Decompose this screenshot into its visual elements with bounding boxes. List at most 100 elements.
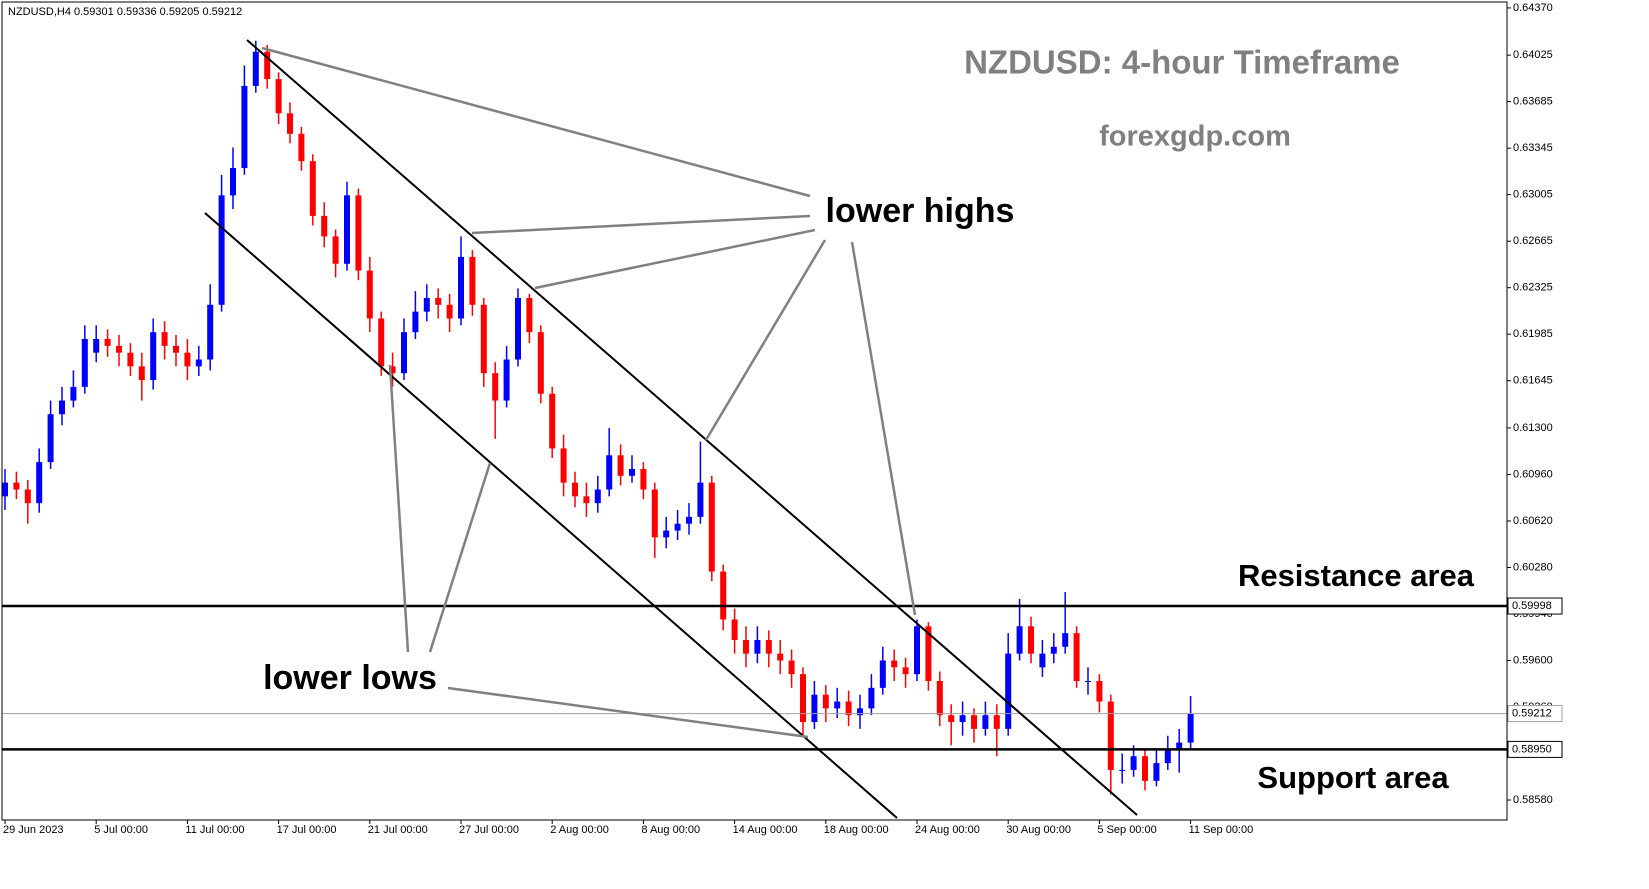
candle-body bbox=[629, 468, 635, 476]
level-label: 0.59212 bbox=[1512, 707, 1552, 719]
candle-body bbox=[1016, 626, 1023, 654]
candle-body bbox=[834, 701, 841, 709]
chart-title: NZDUSD: 4-hour Timeframe bbox=[964, 44, 1400, 81]
candle-body bbox=[1005, 653, 1012, 729]
x-tick-label: 27 Jul 00:00 bbox=[459, 824, 519, 836]
candle-body bbox=[24, 489, 31, 504]
y-tick-label: 0.60960 bbox=[1513, 468, 1553, 480]
candle-body bbox=[982, 715, 989, 729]
candle-body bbox=[241, 85, 248, 168]
candle-body bbox=[264, 51, 271, 80]
candle-body bbox=[1085, 681, 1091, 683]
candle-body bbox=[788, 660, 795, 675]
candle-body bbox=[503, 359, 510, 401]
plot-layer bbox=[2, 40, 1507, 795]
annotation: lower lows bbox=[263, 659, 437, 697]
candle-body bbox=[480, 304, 487, 374]
candle-body bbox=[1050, 646, 1057, 654]
pointer bbox=[471, 214, 811, 235]
candle-body bbox=[914, 626, 920, 675]
candle-body bbox=[936, 681, 943, 716]
y-tick-label: 0.61300 bbox=[1513, 422, 1553, 434]
candle-body bbox=[594, 489, 601, 504]
candle-body bbox=[891, 660, 898, 668]
candle-body bbox=[47, 414, 54, 463]
candle-body bbox=[526, 297, 533, 333]
candle-body bbox=[1187, 713, 1194, 743]
candle-body bbox=[708, 482, 715, 572]
x-tick-label: 24 Aug 00:00 bbox=[915, 824, 980, 836]
annotation: Support area bbox=[1257, 760, 1449, 795]
candle-body bbox=[332, 236, 339, 264]
candle-body bbox=[686, 516, 692, 524]
candle-body bbox=[93, 338, 100, 353]
candle-body bbox=[948, 715, 955, 723]
candle-body bbox=[743, 639, 749, 654]
y-tick-label: 0.58580 bbox=[1513, 794, 1553, 806]
candle-body bbox=[606, 455, 613, 490]
candle-body bbox=[1142, 756, 1148, 781]
candle-body bbox=[800, 674, 806, 723]
candle-body bbox=[59, 400, 65, 415]
level-label: 0.58950 bbox=[1512, 743, 1552, 755]
x-tick-label: 2 Aug 00:00 bbox=[550, 824, 609, 836]
candle-body bbox=[1028, 626, 1034, 654]
candle-body bbox=[435, 297, 442, 305]
candle-body bbox=[549, 393, 556, 449]
candle-body bbox=[104, 338, 111, 346]
candle-body bbox=[355, 195, 362, 271]
candle-body bbox=[1153, 763, 1160, 781]
x-tick-label: 30 Aug 00:00 bbox=[1006, 824, 1071, 836]
x-tick-label: 11 Sep 00:00 bbox=[1189, 824, 1254, 836]
candle-body bbox=[275, 79, 282, 114]
candle-body bbox=[765, 639, 772, 654]
candle-body bbox=[287, 113, 293, 134]
y-tick-label: 0.63005 bbox=[1513, 189, 1553, 201]
candle-body bbox=[412, 311, 419, 333]
x-tick-label: 14 Aug 00:00 bbox=[733, 824, 798, 836]
candle-body bbox=[184, 352, 191, 367]
level-label-box bbox=[1507, 740, 1563, 758]
candle-body bbox=[731, 619, 738, 640]
candle-body bbox=[2, 482, 8, 497]
candle-body bbox=[150, 332, 157, 381]
y-tick-label: 0.63685 bbox=[1513, 96, 1553, 108]
candle-body bbox=[70, 386, 77, 401]
candle-body bbox=[218, 195, 225, 305]
candle-body bbox=[173, 345, 179, 353]
annotation: lower highs bbox=[826, 192, 1015, 230]
candle-body bbox=[195, 359, 202, 367]
candle-body bbox=[617, 455, 624, 476]
candle-body bbox=[116, 345, 122, 353]
x-tick-label: 29 Jun 2023 bbox=[3, 824, 64, 836]
x-tick-label: 11 Jul 00:00 bbox=[185, 824, 244, 836]
candle-body bbox=[1130, 756, 1137, 770]
candle-body bbox=[640, 468, 647, 490]
candle-body bbox=[298, 133, 305, 162]
candle-body bbox=[1073, 633, 1080, 682]
candle-body bbox=[560, 448, 567, 483]
y-tick-label: 0.60280 bbox=[1513, 561, 1553, 573]
candle-body bbox=[925, 626, 932, 682]
candle-body bbox=[81, 338, 88, 387]
candle-body bbox=[1176, 742, 1183, 750]
x-tick-label: 18 Aug 00:00 bbox=[824, 824, 889, 836]
y-tick-label: 0.62325 bbox=[1513, 282, 1553, 294]
y-tick-label: 0.63345 bbox=[1513, 142, 1553, 154]
candle-body bbox=[389, 366, 396, 374]
candle-body bbox=[401, 332, 407, 374]
candle-body bbox=[822, 694, 829, 709]
candle-body bbox=[138, 366, 145, 381]
candle-body bbox=[423, 297, 430, 312]
x-tick-label: 5 Sep 00:00 bbox=[1097, 824, 1156, 836]
candle-body bbox=[458, 256, 464, 319]
candle-body bbox=[572, 482, 578, 497]
x-tick-label: 17 Jul 00:00 bbox=[277, 824, 337, 836]
candle-body bbox=[13, 482, 20, 490]
candle-body bbox=[663, 530, 670, 538]
candle-body bbox=[230, 167, 236, 196]
candle-body bbox=[1119, 769, 1126, 771]
candle-body bbox=[959, 715, 966, 723]
candle-body bbox=[366, 270, 373, 319]
